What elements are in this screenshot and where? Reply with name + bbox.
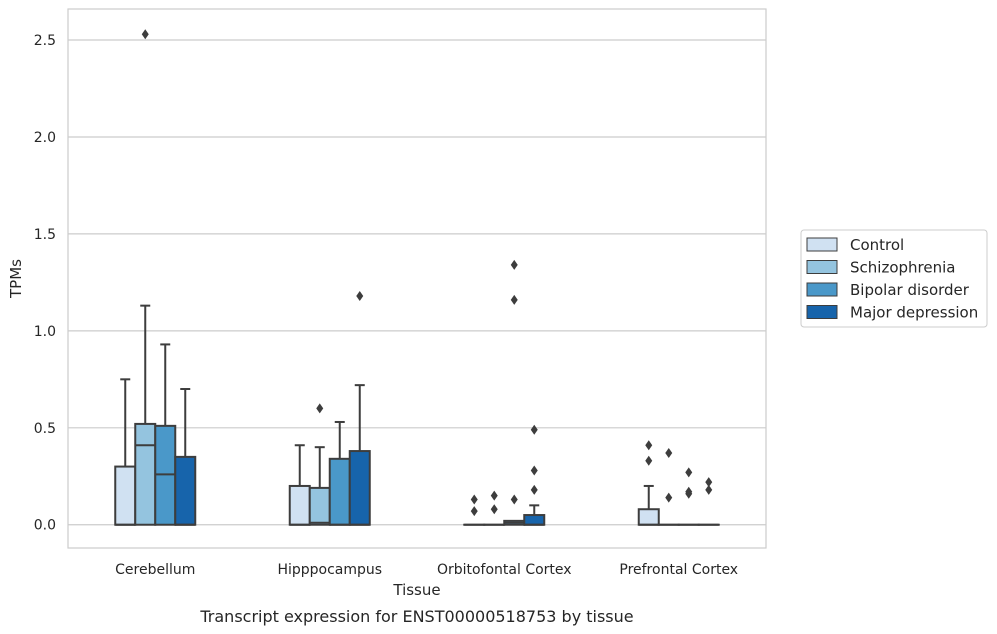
outlier-point — [141, 29, 149, 40]
box-major-depression — [174, 388, 197, 526]
box-bipolar-disorder — [154, 343, 177, 526]
box-body — [328, 457, 351, 526]
legend-swatch — [806, 305, 838, 319]
box-major-depression — [348, 290, 371, 526]
box-body — [348, 450, 371, 526]
box-body — [523, 514, 546, 526]
box-schizophrenia — [308, 403, 331, 526]
legend-swatch — [806, 237, 838, 252]
outlier-point — [510, 294, 518, 305]
outlier-point — [685, 467, 693, 478]
x-tick-label: Hipppocampus — [277, 562, 382, 578]
outlier-point — [530, 424, 538, 435]
outlier-point — [470, 494, 478, 505]
box-bipolar-disorder — [328, 420, 351, 526]
box-body — [134, 422, 157, 526]
x-axis-label: Tissue — [392, 581, 440, 599]
legend: Control Schizophrenia Bipolar disorder Majo… — [800, 229, 988, 328]
y-axis-ticks: 0.0 0.5 1.0 1.5 2.0 2.5 — [34, 33, 56, 534]
box-control — [463, 494, 486, 526]
box-major-depression — [697, 477, 720, 526]
outlier-point — [665, 492, 673, 503]
outlier-point — [705, 484, 713, 495]
box-bipolar-disorder — [677, 467, 700, 526]
outlier-point — [470, 506, 478, 517]
outlier-point — [510, 494, 518, 505]
y-tick-label: 1.0 — [34, 324, 56, 340]
outlier-point — [685, 486, 693, 497]
y-tick-label: 2.5 — [34, 33, 56, 49]
outlier-point — [316, 403, 324, 414]
outlier-point — [530, 465, 538, 476]
x-axis-ticks: Cerebellum Hipppocampus Orbitofontal Corte… — [115, 562, 738, 578]
outlier-point — [490, 504, 498, 515]
legend-frame — [800, 229, 988, 328]
box-major-depression — [523, 424, 546, 526]
x-tick-label: Cerebellum — [115, 562, 195, 578]
legend-label: Bipolar disorder — [850, 281, 970, 299]
legend-label: Schizophrenia — [850, 259, 955, 277]
box-bipolar-disorder — [503, 259, 526, 526]
outlier-point — [645, 455, 653, 466]
outlier-point — [665, 447, 673, 458]
outlier-point — [490, 490, 498, 501]
box-control — [288, 444, 311, 526]
outlier-point — [530, 484, 538, 495]
box-body — [114, 465, 137, 526]
plot-frame — [67, 8, 767, 549]
outlier-point — [356, 290, 364, 301]
x-tick-label: Prefrontal Cortex — [619, 562, 738, 578]
x-tick-label: Orbitofontal Cortex — [437, 562, 572, 578]
legend-label: Major depression — [850, 304, 978, 322]
y-tick-label: 2.0 — [34, 130, 56, 146]
box-schizophrenia — [657, 447, 680, 526]
legend-swatch — [806, 282, 838, 297]
box-body — [174, 455, 197, 526]
box-schizophrenia — [483, 490, 506, 526]
box-plots — [114, 29, 720, 526]
legend-label: Control — [850, 236, 904, 254]
y-tick-label: 0.0 — [34, 518, 56, 534]
y-tick-label: 1.5 — [34, 227, 56, 243]
outlier-point — [510, 259, 518, 270]
box-body — [288, 484, 311, 526]
box-schizophrenia — [134, 29, 157, 526]
box-body — [637, 508, 660, 526]
y-tick-label: 0.5 — [34, 421, 56, 437]
chart-caption: Transcript expression for ENST0000051875… — [199, 607, 633, 626]
box-control — [637, 440, 660, 526]
legend-swatch — [806, 260, 838, 274]
y-axis-label: TPMs — [7, 259, 25, 299]
outlier-point — [645, 440, 653, 451]
box-body — [308, 486, 331, 526]
outlier-point — [705, 477, 713, 488]
box-control — [114, 378, 137, 526]
